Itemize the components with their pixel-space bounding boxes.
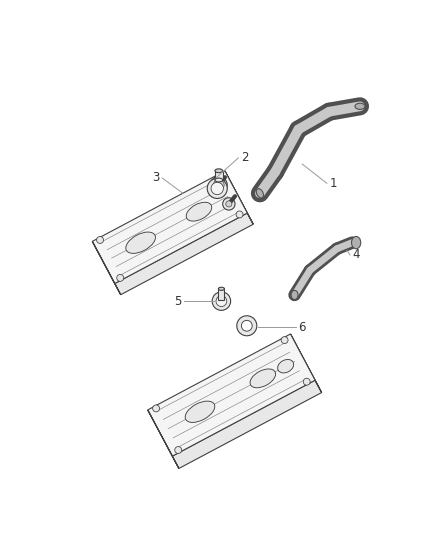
Circle shape [207,179,227,198]
Ellipse shape [186,203,212,221]
Polygon shape [172,380,321,469]
Circle shape [236,211,243,218]
Polygon shape [225,171,253,224]
Text: 5: 5 [174,295,181,308]
Circle shape [303,378,310,385]
Circle shape [281,337,288,344]
Ellipse shape [215,178,223,182]
Ellipse shape [250,369,276,388]
Ellipse shape [215,169,223,173]
Circle shape [226,201,232,207]
Circle shape [216,173,223,180]
Polygon shape [92,241,121,295]
Text: 3: 3 [152,172,159,184]
Polygon shape [92,171,247,284]
Ellipse shape [218,287,225,290]
Circle shape [97,237,103,244]
Circle shape [152,405,159,412]
Polygon shape [290,334,321,393]
Text: 1: 1 [329,177,337,190]
Ellipse shape [256,189,264,198]
Ellipse shape [126,232,155,253]
Circle shape [216,296,227,306]
Circle shape [175,447,182,454]
Circle shape [212,292,231,310]
Ellipse shape [355,103,365,109]
Polygon shape [148,334,315,456]
Circle shape [117,274,124,281]
Text: 4: 4 [353,248,360,261]
Polygon shape [215,171,223,180]
Text: 2: 2 [241,151,248,164]
Polygon shape [115,213,253,295]
Ellipse shape [185,401,215,423]
Circle shape [223,198,235,210]
Circle shape [211,182,223,195]
Circle shape [237,316,257,336]
Ellipse shape [278,359,293,373]
Text: 6: 6 [298,321,306,334]
Circle shape [213,180,224,190]
Ellipse shape [352,237,361,249]
Ellipse shape [291,290,298,300]
Polygon shape [218,289,224,300]
Circle shape [210,176,227,193]
Circle shape [241,320,252,331]
Polygon shape [148,410,179,469]
